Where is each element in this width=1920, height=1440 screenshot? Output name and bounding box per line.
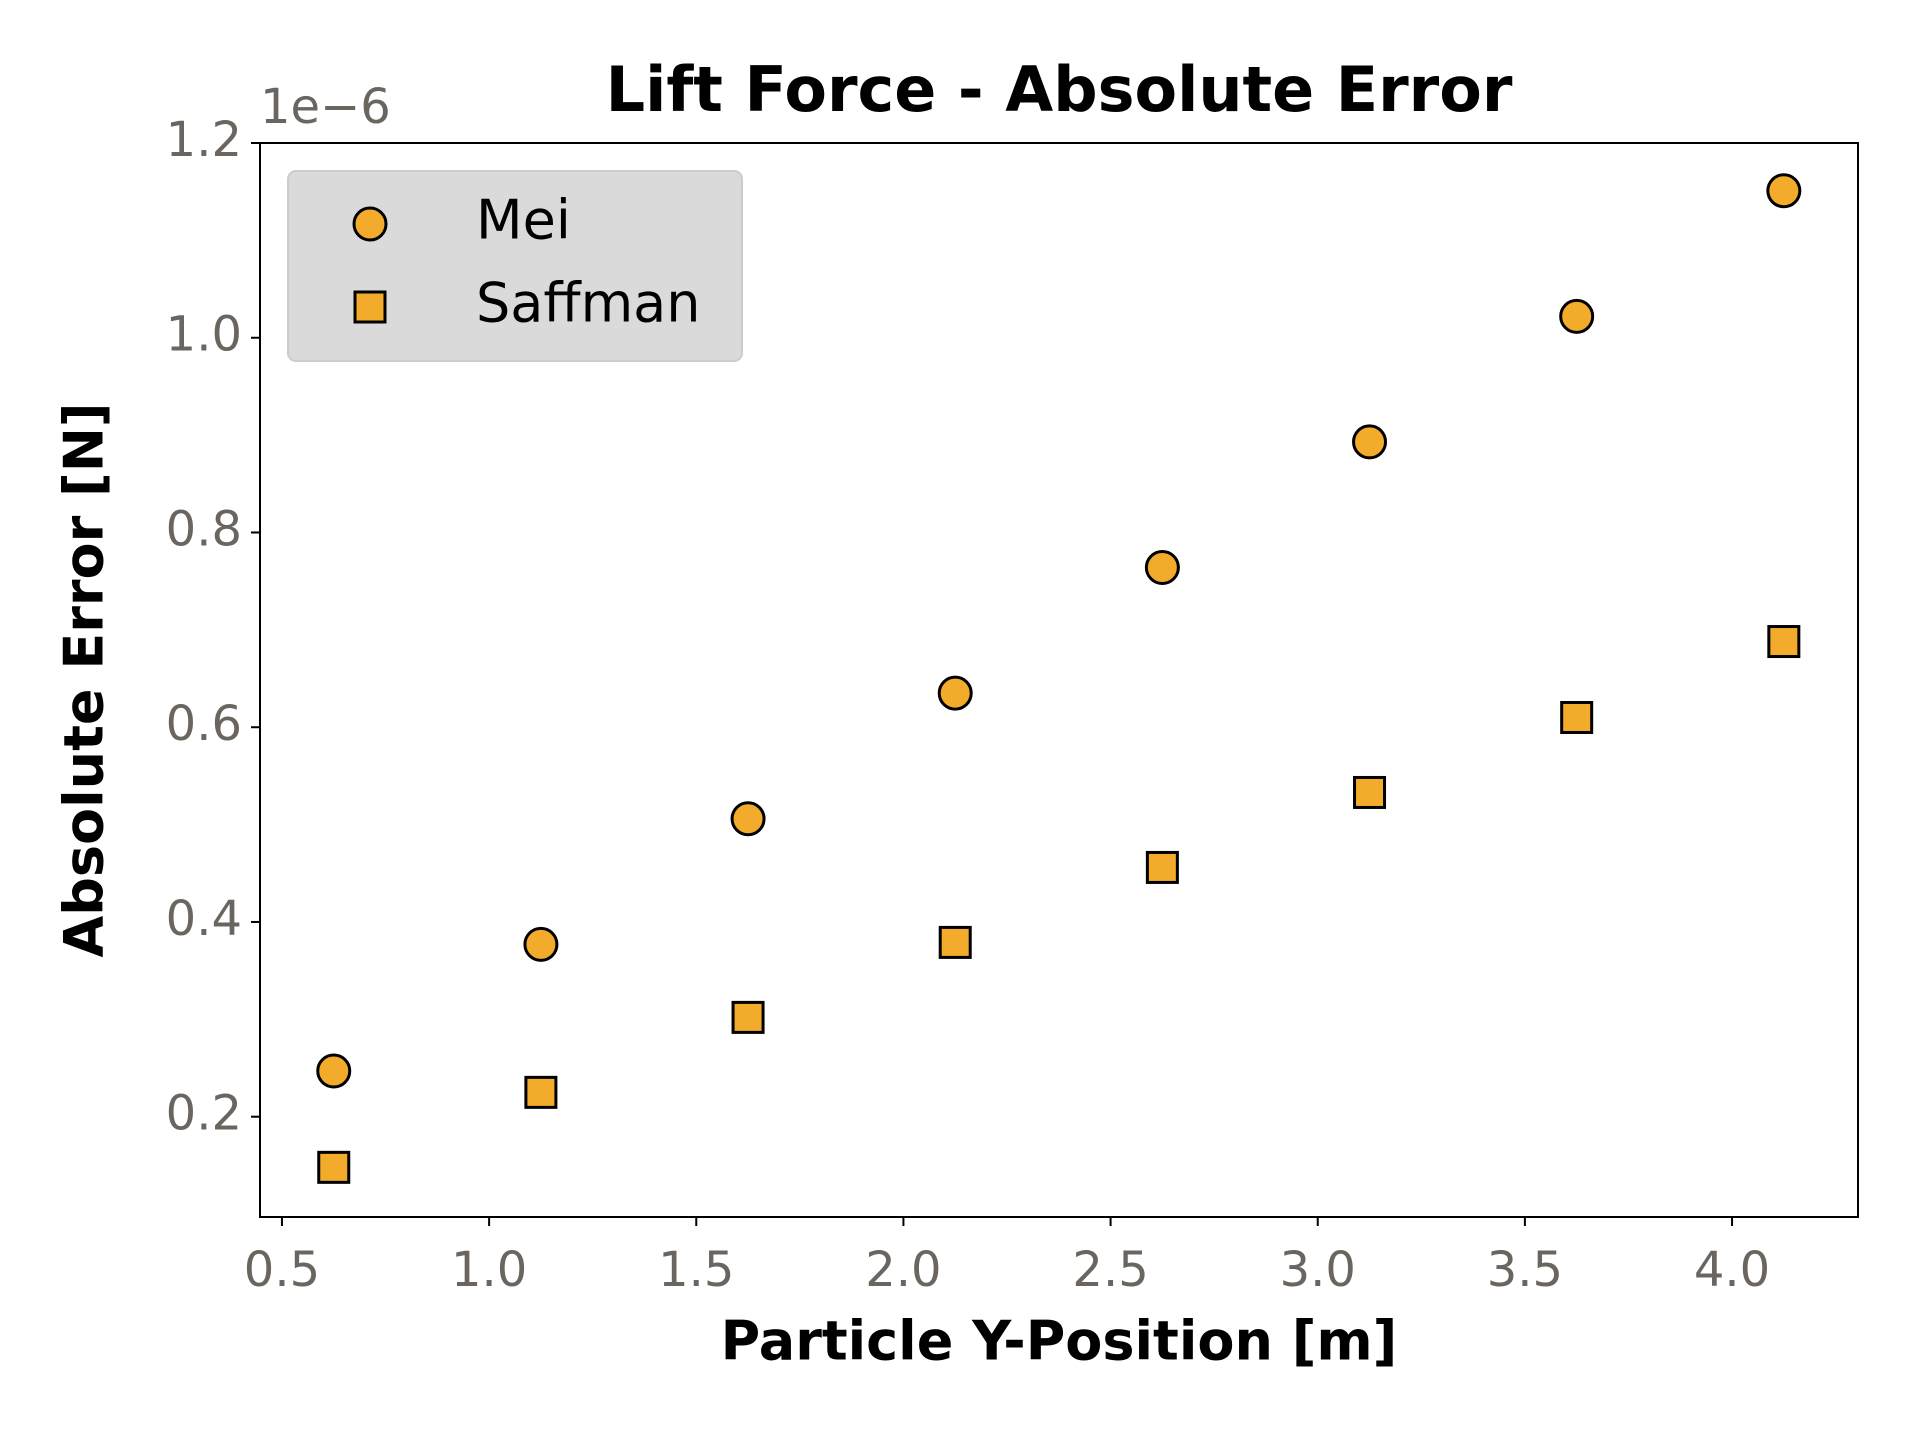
data-point [1560,700,1594,734]
data-point [316,1053,352,1089]
data-point [524,1075,558,1109]
y-tick-label: 1.0 [166,307,242,363]
y-tick-label: 0.4 [166,891,242,947]
y-offset-label: 1e−6 [260,79,391,135]
x-tick-label: 2.5 [1072,1242,1148,1298]
x-tick-label: 4.0 [1694,1242,1770,1298]
legend-label: Mei [476,189,571,252]
y-tick-label: 0.8 [166,501,242,557]
y-tick-label: 1.2 [166,112,242,168]
data-point [317,1150,351,1184]
x-tick-label: 3.0 [1280,1242,1356,1298]
data-point [1144,550,1180,586]
legend-label: Saffman [476,272,701,335]
data-point [938,925,972,959]
data-point [1767,625,1801,659]
y-tick-label: 0.6 [166,696,242,752]
legend-box [287,170,743,362]
data-point [1766,173,1802,209]
y-tick-label: 0.2 [166,1086,242,1142]
x-axis-label: Particle Y-Position [m] [721,1310,1398,1373]
data-point [1352,424,1388,460]
data-point [523,926,559,962]
data-point [1145,850,1179,884]
data-point [731,1000,765,1034]
x-tick-label: 1.5 [658,1242,734,1298]
data-point [1559,298,1595,334]
chart-title: Lift Force - Absolute Error [606,53,1513,126]
data-point [730,801,766,837]
plot-frame [259,142,1859,1218]
x-tick-label: 2.0 [865,1242,941,1298]
x-tick-label: 1.0 [451,1242,527,1298]
legend-marker [352,206,388,242]
legend-marker [353,290,387,324]
y-axis-label: Absolute Error [N] [53,402,116,957]
x-tick-label: 0.5 [244,1242,320,1298]
data-point [1353,775,1387,809]
data-point [937,675,973,711]
x-tick-label: 3.5 [1487,1242,1563,1298]
